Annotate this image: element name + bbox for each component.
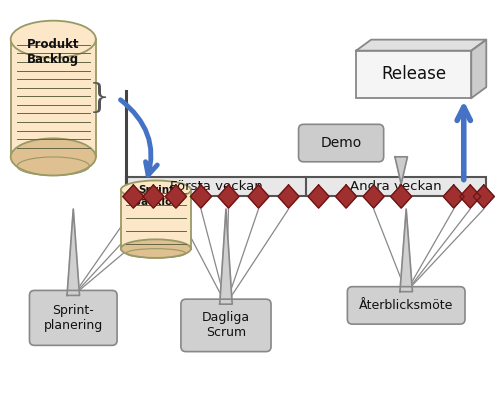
Polygon shape: [459, 185, 480, 208]
Text: Demo: Demo: [320, 136, 361, 150]
Polygon shape: [472, 185, 493, 208]
FancyBboxPatch shape: [126, 177, 485, 196]
Polygon shape: [217, 185, 238, 208]
Polygon shape: [219, 209, 232, 304]
Text: Dagliga
Scrum: Dagliga Scrum: [201, 312, 249, 339]
Polygon shape: [470, 39, 485, 98]
Polygon shape: [362, 185, 383, 208]
Polygon shape: [355, 39, 485, 51]
FancyBboxPatch shape: [355, 51, 470, 98]
Ellipse shape: [121, 239, 190, 258]
Polygon shape: [278, 185, 299, 208]
Text: Första veckan: Första veckan: [169, 180, 262, 192]
Polygon shape: [394, 157, 407, 184]
Text: Sprint-
planering: Sprint- planering: [44, 304, 103, 332]
Polygon shape: [308, 185, 329, 208]
Ellipse shape: [121, 180, 190, 199]
FancyBboxPatch shape: [30, 291, 117, 345]
Polygon shape: [143, 185, 163, 208]
Polygon shape: [190, 185, 211, 208]
Polygon shape: [123, 185, 144, 208]
FancyBboxPatch shape: [298, 124, 383, 162]
Ellipse shape: [11, 21, 96, 58]
FancyBboxPatch shape: [121, 190, 190, 249]
Polygon shape: [67, 209, 79, 296]
Text: Sprint
Backlog: Sprint Backlog: [132, 185, 179, 207]
FancyBboxPatch shape: [180, 299, 271, 352]
Polygon shape: [165, 185, 186, 208]
FancyBboxPatch shape: [347, 287, 464, 324]
Text: Produkt
Backlog: Produkt Backlog: [27, 38, 79, 66]
Ellipse shape: [11, 139, 96, 175]
Text: Andra veckan: Andra veckan: [350, 180, 441, 192]
Polygon shape: [390, 185, 411, 208]
Text: }: }: [89, 82, 110, 114]
Polygon shape: [335, 185, 356, 208]
Polygon shape: [442, 185, 463, 208]
Text: Release: Release: [380, 65, 445, 83]
Polygon shape: [247, 185, 269, 208]
FancyBboxPatch shape: [11, 39, 96, 157]
Polygon shape: [399, 209, 412, 292]
Text: Återblicksmöte: Återblicksmöte: [358, 299, 452, 312]
